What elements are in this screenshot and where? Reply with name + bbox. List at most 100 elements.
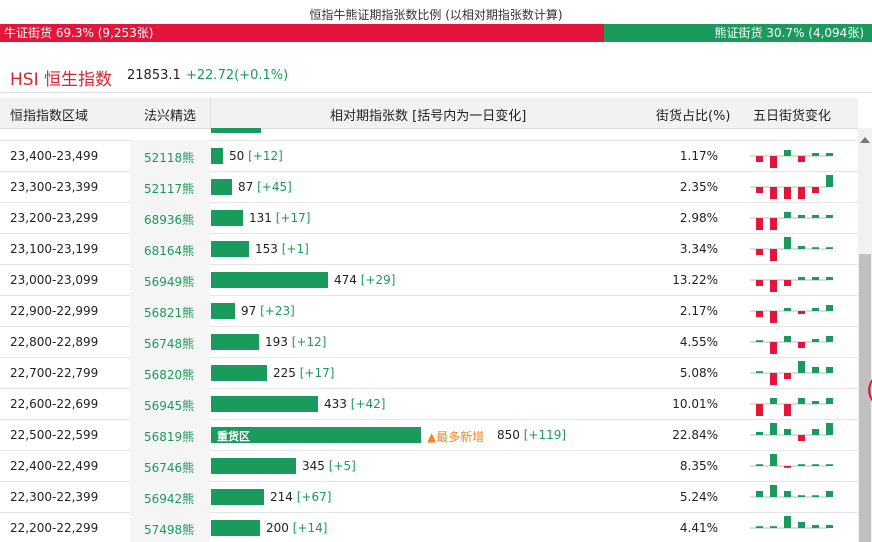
sparkline-bar — [784, 212, 791, 218]
table-row[interactable]: 23,000-23,099 56949熊 474 [+29] 13.22% — [0, 264, 858, 296]
sparkline-bar — [770, 398, 777, 404]
range-cell: 22,300-22,399 — [10, 490, 99, 504]
warrant-code-link[interactable]: 56820熊 — [144, 368, 195, 382]
header-five-day: 五日街货变化 — [753, 109, 832, 124]
warrant-code-link[interactable]: 52118熊 — [144, 151, 195, 165]
contracts-count: 97 — [241, 304, 261, 318]
daily-change: [+42] — [350, 397, 386, 411]
contracts-count: 345 — [302, 459, 329, 473]
sparkline-bar — [826, 215, 833, 218]
sparkline-bar — [798, 246, 805, 249]
sparkline-bar — [784, 280, 791, 286]
table-row[interactable]: 22,700-22,799 56820熊 225 [+17] 5.08% — [0, 357, 858, 389]
sparkline-bar — [812, 429, 819, 435]
table-row[interactable]: 22,900-22,999 56821熊 97 [+23] 2.17% — [0, 295, 858, 327]
sparkline-bar — [756, 249, 763, 255]
sparkline-bar — [784, 373, 791, 379]
sparkline-bar — [812, 187, 819, 193]
sparkline-bar — [826, 464, 833, 466]
warrant-code-link[interactable]: 56949熊 — [144, 275, 195, 289]
table-row[interactable]: 22,300-22,399 56942熊 214 [+67] 5.24% — [0, 481, 858, 513]
sparkline-bar — [798, 522, 805, 528]
range-cell: 22,600-22,699 — [10, 397, 99, 411]
table-row[interactable]: 23,100-23,199 68164熊 153 [+1] 3.34% — [0, 233, 858, 265]
five-day-sparkline — [750, 212, 833, 230]
warrant-code-link[interactable]: 56821熊 — [144, 306, 195, 320]
table-row[interactable]: 22,800-22,899 56748熊 193 [+12] 4.55% — [0, 326, 858, 358]
warrant-code-link[interactable]: 57498熊 — [144, 523, 195, 537]
sparkline-bar — [812, 153, 819, 156]
sparkline-bar — [770, 311, 777, 323]
warrant-code-link[interactable]: 56748熊 — [144, 337, 195, 351]
daily-change: [+45] — [257, 180, 292, 194]
pick-cell: 57498熊 — [130, 512, 210, 542]
scroll-up-arrow-icon[interactable] — [860, 137, 870, 143]
five-day-sparkline — [750, 361, 833, 385]
pick-cell: 68164熊 — [130, 233, 210, 264]
contracts-value: 474 [+29] — [334, 273, 395, 287]
sparkline-bar — [756, 371, 763, 373]
pick-cell: 52117熊 — [130, 171, 210, 202]
contracts-value: 131 [+17] — [249, 211, 310, 225]
contracts-value: 433 [+42] — [324, 397, 385, 411]
sparkline-bar — [756, 280, 763, 286]
bull-segment: 牛证街货 69.3% (9,253张) — [0, 24, 604, 42]
table-row[interactable]: 22,500-22,599 56819熊 重货区 ▲最多新增 850 [+119] 22.… — [0, 419, 858, 451]
header-share: 街货占比(%) — [656, 109, 731, 124]
table-row[interactable]: 23,400-23,499 52118熊 50 [+12] 1.17% — [0, 140, 858, 172]
sparkline-bar — [798, 398, 805, 404]
sparkline-bar — [784, 404, 791, 416]
bull-bear-ratio-bar: 牛证街货 69.3% (9,253张) 熊证街货 30.7% (4,094张) — [0, 24, 872, 42]
five-day-sparkline — [750, 398, 833, 416]
scrollbar[interactable] — [858, 128, 872, 542]
warrant-code-link[interactable]: 56746熊 — [144, 461, 195, 475]
five-day-sparkline — [750, 423, 833, 441]
contracts-value: 193 [+12] — [265, 335, 326, 349]
range-cell: 22,500-22,599 — [10, 428, 99, 442]
warrant-code-link[interactable]: 56945熊 — [144, 399, 195, 413]
contracts-value: 97 [+23] — [241, 304, 295, 318]
table-row[interactable]: 22,600-22,699 56945熊 433 [+42] 10.01% — [0, 388, 858, 420]
contracts-count: 200 — [266, 521, 293, 535]
sparkline-bar — [812, 339, 819, 342]
warrant-code-link[interactable]: 52117熊 — [144, 182, 195, 196]
table-row[interactable] — [0, 128, 858, 141]
sparkline-bar — [826, 423, 833, 435]
contracts-bar — [211, 303, 235, 319]
table-row[interactable]: 22,400-22,499 56746熊 345 [+5] 8.35% — [0, 450, 858, 482]
contracts-bar — [211, 179, 232, 195]
warrant-code-link[interactable]: 68936熊 — [144, 213, 195, 227]
contracts-count: 850 — [497, 428, 524, 442]
sparkline-bar — [826, 175, 833, 187]
sparkline-bar — [798, 277, 805, 280]
contracts-value: 225 [+17] — [273, 366, 334, 380]
sparkline-bar — [826, 525, 833, 528]
five-day-sparkline — [750, 336, 833, 354]
warrant-code-link[interactable]: 56819熊 — [144, 430, 195, 444]
index-price: 21853.1 — [127, 68, 181, 83]
header-contracts: 相对期指张数 [括号内为一日变化] — [330, 109, 527, 124]
pick-cell: 56949熊 — [130, 264, 210, 295]
scroll-thumb[interactable] — [859, 254, 871, 542]
sparkline-bar — [756, 432, 763, 435]
range-cell: 23,300-23,399 — [10, 180, 99, 194]
pick-cell: 68936熊 — [130, 202, 210, 233]
header-divider — [210, 98, 211, 128]
table-row[interactable]: 23,300-23,399 52117熊 87 [+45] 2.35% — [0, 171, 858, 203]
contracts-value: 850 [+119] — [497, 428, 566, 442]
table-row[interactable]: 22,200-22,299 57498熊 200 [+14] 4.41% — [0, 512, 858, 542]
sparkline-bar — [784, 516, 791, 528]
sparkline-bar — [770, 373, 777, 385]
pick-cell: 56746熊 — [130, 450, 210, 481]
share-cell: 2.98% — [679, 211, 718, 225]
warrant-code-link[interactable]: 56942熊 — [144, 492, 195, 506]
warrant-code-link[interactable]: 68164熊 — [144, 244, 195, 258]
pick-cell: 56942熊 — [130, 481, 210, 512]
index-name[interactable]: HSI 恒生指数 — [10, 70, 112, 90]
daily-change: [+67] — [296, 490, 332, 504]
table-row[interactable]: 23,200-23,299 68936熊 131 [+17] 2.98% — [0, 202, 858, 234]
contracts-bar — [211, 148, 223, 164]
share-cell: 1.17% — [679, 149, 718, 163]
range-cell: 23,000-23,099 — [10, 273, 99, 287]
sparkline-bar — [812, 247, 819, 249]
